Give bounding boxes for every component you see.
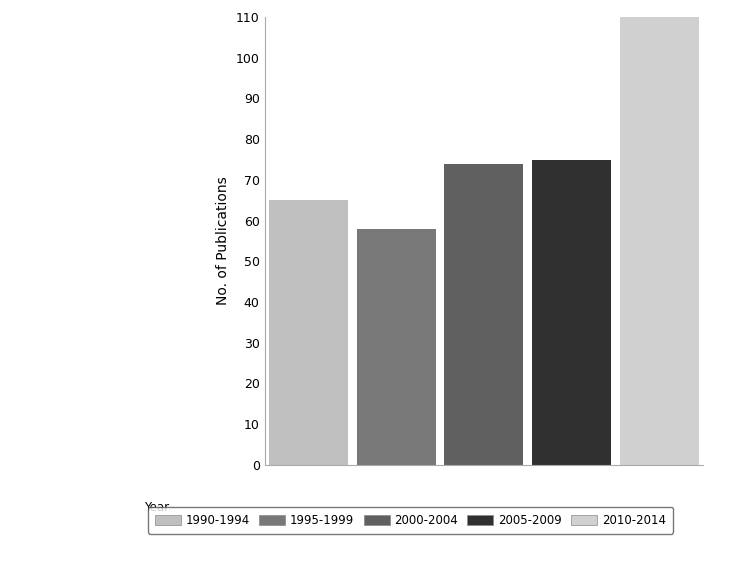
- Bar: [357, 229, 435, 465]
- Text: Year: Year: [144, 501, 169, 514]
- Bar: [532, 159, 611, 465]
- Bar: [620, 17, 699, 465]
- Bar: [445, 164, 523, 465]
- Bar: [269, 200, 348, 465]
- Legend: 1990-1994, 1995-1999, 2000-2004, 2005-2009, 2010-2014: 1990-1994, 1995-1999, 2000-2004, 2005-20…: [147, 507, 673, 534]
- Y-axis label: No. of Publications: No. of Publications: [216, 176, 231, 306]
